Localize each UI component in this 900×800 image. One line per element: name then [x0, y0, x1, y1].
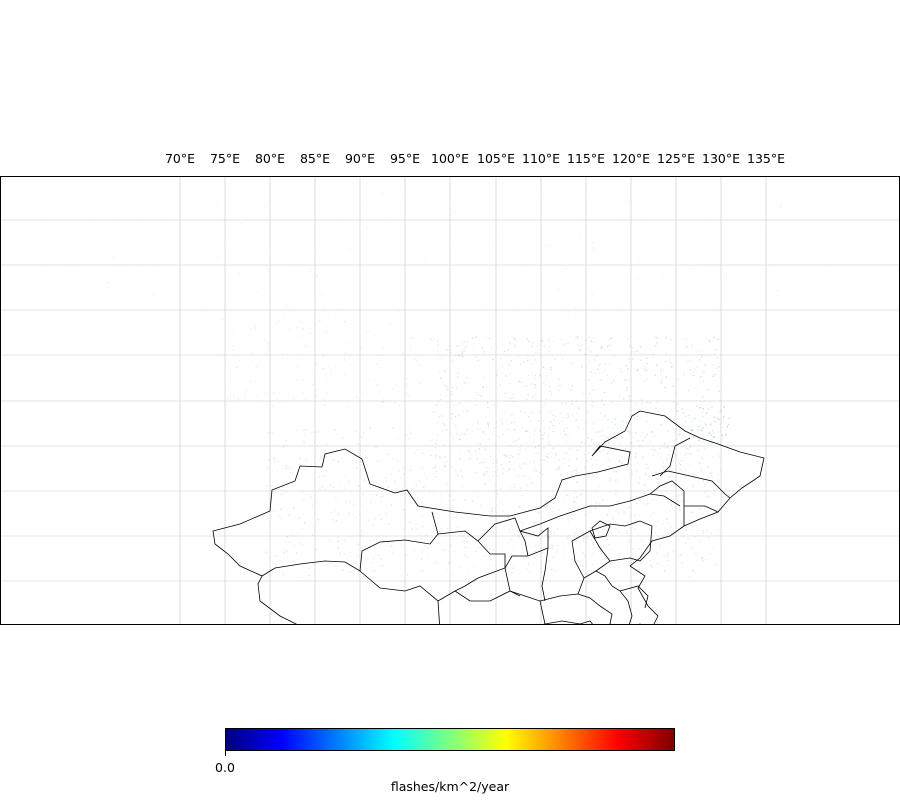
- hubei-border: [539, 593, 613, 625]
- longitude-label: 110°E: [521, 151, 561, 166]
- colorbar-tick-label: 0.0: [215, 760, 235, 775]
- longitude-label: 100°E: [430, 151, 470, 166]
- longitude-label: 105°E: [476, 151, 516, 166]
- longitude-label: 80°E: [254, 151, 286, 166]
- longitude-label: 125°E: [656, 151, 696, 166]
- longitude-label: 120°E: [611, 151, 651, 166]
- longitude-label: 70°E: [164, 151, 196, 166]
- beijing-tianjin-border: [591, 520, 611, 539]
- map-canvas: [0, 176, 900, 625]
- jiangsu-border: [619, 585, 649, 609]
- longitude-label: 75°E: [209, 151, 241, 166]
- shaanxi-border: [541, 547, 549, 602]
- tibet-qinghai-border: [359, 570, 441, 625]
- xinjiang-tibet-border: [261, 511, 439, 577]
- longitude-label: 135°E: [746, 151, 786, 166]
- colorbar: [225, 728, 675, 751]
- inner-mongolia-border: [519, 480, 685, 532]
- longitude-label: 90°E: [344, 151, 376, 166]
- northeast-borders: [649, 437, 731, 513]
- qinghai-border: [437, 530, 506, 602]
- ningxia-border: [519, 530, 529, 557]
- shandong-border: [595, 550, 651, 572]
- province-boundaries: [212, 410, 765, 625]
- sichuan-border: [454, 590, 546, 625]
- colorbar-label: flashes/km^2/year: [390, 779, 510, 794]
- hunan-border: [544, 620, 594, 625]
- longitude-label: 115°E: [566, 151, 606, 166]
- colorbar-tick: [225, 751, 226, 756]
- longitude-label: 85°E: [299, 151, 331, 166]
- china-outline: [212, 410, 765, 625]
- gansu-border: [477, 517, 549, 597]
- lightning-density-layer: [31, 191, 832, 578]
- map-frame: [0, 176, 900, 625]
- shanxi-hebei-border: [571, 520, 653, 579]
- longitude-label: 130°E: [701, 151, 741, 166]
- longitude-labels: 70°E 75°E 80°E 85°E 90°E 95°E 100°E 105°E 110°E 1…: [0, 0, 900, 176]
- anhui-henan-border: [577, 570, 633, 625]
- graticule-gridlines: [0, 176, 900, 625]
- longitude-label: 95°E: [389, 151, 421, 166]
